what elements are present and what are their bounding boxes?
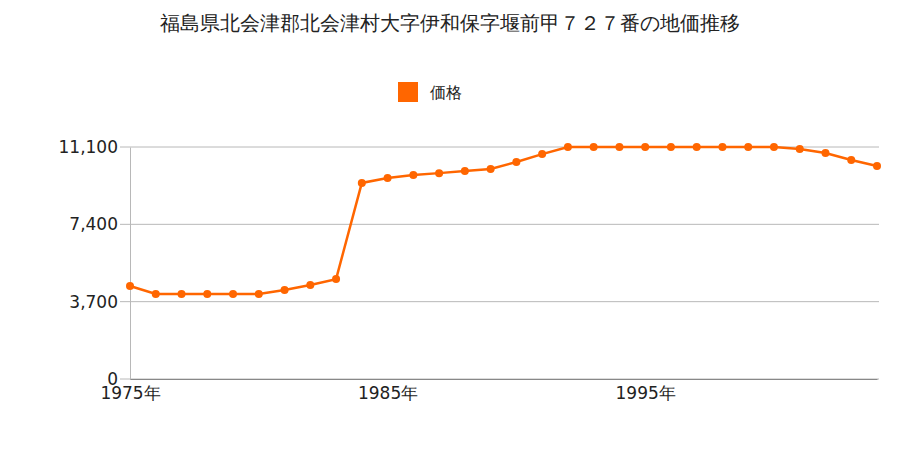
data-point xyxy=(203,290,211,298)
y-axis: 03,7007,40011,100 xyxy=(59,137,131,389)
x-axis: 1975年 1985年 1995年 xyxy=(100,379,877,403)
data-point xyxy=(718,143,726,151)
title: 福島県北会津郡北会津村大字伊和保字堰前甲７２７番の地価推移 xyxy=(160,11,740,35)
data-point xyxy=(487,165,495,173)
grid-line xyxy=(120,301,879,302)
data-point xyxy=(229,290,237,298)
x-tick: 1975年 xyxy=(100,379,160,403)
data-point xyxy=(152,290,160,298)
data-point xyxy=(409,171,417,179)
y-tick-label: 11,100 xyxy=(59,137,118,157)
data-point xyxy=(847,156,855,164)
y-tick: 3,700 xyxy=(69,292,130,312)
x-tick-label: 1995年 xyxy=(616,383,676,403)
data-point xyxy=(281,286,289,294)
data-point xyxy=(796,145,804,153)
legend: 価格 xyxy=(398,82,462,102)
grid xyxy=(120,147,879,379)
series-line xyxy=(130,147,877,294)
x-tick-label: 1975年 xyxy=(100,383,160,403)
data-point xyxy=(255,290,263,298)
data-point xyxy=(564,143,572,151)
x-axis-line xyxy=(131,379,878,380)
y-tick-label: 7,400 xyxy=(69,214,118,234)
data-point xyxy=(126,282,134,290)
chart: 福島県北会津郡北会津村大字伊和保字堰前甲７２７番の地価推移価格03,7007,4… xyxy=(0,0,900,450)
grid-line xyxy=(120,379,879,380)
data-point xyxy=(667,143,675,151)
x-tick: 1995年 xyxy=(616,379,676,403)
data-point xyxy=(538,150,546,158)
data-point xyxy=(641,143,649,151)
data-point xyxy=(873,162,881,170)
x-tick: 1985年 xyxy=(358,379,418,403)
data-point xyxy=(744,143,752,151)
x-tick-label: 1985年 xyxy=(358,383,418,403)
y-axis-line xyxy=(130,148,131,380)
y-tick: 7,400 xyxy=(69,214,130,234)
data-point xyxy=(615,143,623,151)
plot-area xyxy=(126,143,881,298)
legend-swatch xyxy=(398,82,418,102)
data-point xyxy=(332,275,340,283)
data-point xyxy=(770,143,778,151)
legend-label: 価格 xyxy=(430,83,462,102)
y-tick: 11,100 xyxy=(59,137,130,157)
data-point xyxy=(384,174,392,182)
data-point xyxy=(178,290,186,298)
grid-line xyxy=(120,224,879,225)
data-point xyxy=(306,281,314,289)
data-point xyxy=(821,149,829,157)
data-point xyxy=(693,143,701,151)
data-point xyxy=(590,143,598,151)
data-point xyxy=(435,169,443,177)
data-point xyxy=(512,158,520,166)
data-point xyxy=(461,167,469,175)
data-point xyxy=(358,179,366,187)
y-tick-label: 3,700 xyxy=(69,292,118,312)
